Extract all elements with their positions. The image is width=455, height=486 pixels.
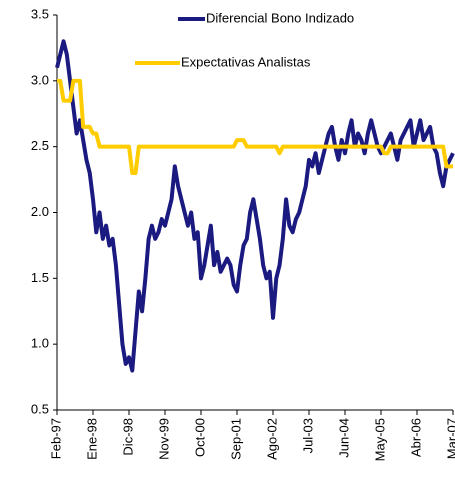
y-tick-label: 2.5 <box>31 138 49 153</box>
x-tick-label: Sep-01 <box>228 418 243 460</box>
x-tick-label: Ago-02 <box>264 418 279 460</box>
series-line <box>55 39 455 373</box>
legend-label: Expectativas Analistas <box>181 54 311 69</box>
x-tick-label: Feb-97 <box>48 418 63 459</box>
y-tick-label: 0.5 <box>31 401 49 416</box>
x-tick-label: Abr-06 <box>408 418 423 457</box>
y-tick-label: 3.0 <box>31 72 49 87</box>
series-line <box>57 78 453 175</box>
y-tick-label: 3.5 <box>31 6 49 21</box>
y-tick-label: 1.0 <box>31 336 49 351</box>
x-tick-label: Oct-00 <box>192 418 207 457</box>
y-tick-label: 2.0 <box>31 204 49 219</box>
x-tick-label: Mar-07 <box>444 418 455 459</box>
x-tick-label: Nov-99 <box>156 418 171 460</box>
legend-label: Diferencial Bono Indizado <box>206 10 354 25</box>
x-tick-label: Jul-03 <box>300 418 315 453</box>
x-tick-label: May-05 <box>372 418 387 461</box>
x-tick-label: Dic-98 <box>120 418 135 456</box>
x-tick-label: Jun-04 <box>336 418 351 458</box>
y-tick-label: 1.5 <box>31 270 49 285</box>
x-tick-label: Ene-98 <box>84 418 99 460</box>
